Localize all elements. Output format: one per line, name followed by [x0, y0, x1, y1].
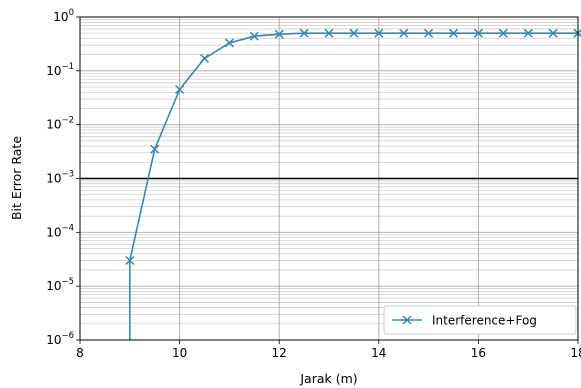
series-line: [129, 32, 578, 340]
y-tick-label: 100: [53, 8, 74, 24]
y-axis-label: Bit Error Rate: [9, 136, 24, 220]
legend-label: Interference+Fog: [432, 314, 537, 328]
data-point-marker: [249, 31, 259, 41]
y-tick-labels: 100 10−1 10−2 10−3 10−4 10−5 10−6: [46, 8, 80, 347]
y-tick-label: 10−1: [46, 62, 74, 78]
x-axis-label: Jarak (m): [299, 371, 357, 386]
data-point-marker: [299, 28, 309, 38]
data-point-marker: [424, 28, 434, 38]
x-tick-label: 14: [371, 346, 386, 360]
legend-box: [383, 305, 577, 335]
y-tick-label: 10−5: [46, 277, 74, 293]
x-tick-label: 16: [471, 346, 486, 360]
data-point-marker: [224, 38, 234, 48]
data-point-marker: [150, 144, 160, 154]
data-point-marker: [374, 28, 384, 38]
x-tick-label: 18: [570, 346, 581, 360]
legend: Interference+Fog: [383, 305, 577, 335]
data-point-marker: [548, 28, 558, 38]
data-point-marker: [399, 28, 409, 38]
series-group: [125, 28, 581, 340]
data-point-marker: [324, 28, 334, 38]
y-tick-label: 10−2: [46, 116, 74, 132]
data-point-marker: [473, 28, 483, 38]
data-point-marker: [199, 53, 210, 63]
legend-marker: [402, 315, 412, 325]
data-point-marker: [175, 84, 185, 95]
data-point-marker: [498, 28, 508, 38]
y-tick-label: 10−3: [46, 170, 74, 186]
y-tick-label: 10−4: [46, 223, 74, 239]
data-point-marker: [274, 29, 284, 39]
x-tick-label: 10: [172, 346, 187, 360]
data-point-marker: [349, 28, 359, 38]
data-point-marker: [523, 28, 533, 38]
x-tick-labels: 8 10 12 14 16 18: [76, 340, 581, 360]
data-point-marker: [448, 28, 459, 38]
x-tick-label: 12: [272, 346, 287, 360]
data-point-marker: [125, 255, 135, 266]
y-tick-label: 10−6: [46, 331, 74, 347]
x-tick-label: 8: [76, 346, 84, 360]
